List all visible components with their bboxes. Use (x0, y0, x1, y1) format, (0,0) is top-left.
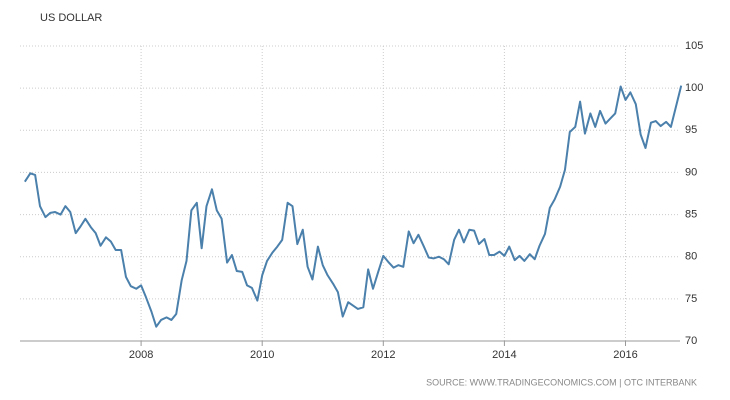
source: SOURCE: WWW.TRADINGECONOMICS.COM | OTC I… (426, 377, 697, 387)
y-tick-label: 90 (685, 166, 697, 178)
y-tick-label: 105 (685, 40, 703, 52)
y-tick-label: 100 (685, 82, 703, 94)
y-tick-label: 95 (685, 124, 697, 136)
y-tick-label: 80 (685, 251, 697, 263)
x-tick-label: 2008 (129, 349, 153, 361)
x-tick-label: 2014 (492, 349, 516, 361)
x-tick-label: 2010 (250, 349, 274, 361)
y-tick-label: 85 (685, 208, 697, 220)
x-tick-label: 2016 (613, 349, 637, 361)
chart-title: US DOLLAR (40, 12, 102, 24)
line-series (24, 85, 683, 328)
x-tick-label: 2012 (371, 349, 395, 361)
y-tick-label: 75 (685, 293, 697, 305)
y-tick-label: 70 (685, 335, 697, 347)
